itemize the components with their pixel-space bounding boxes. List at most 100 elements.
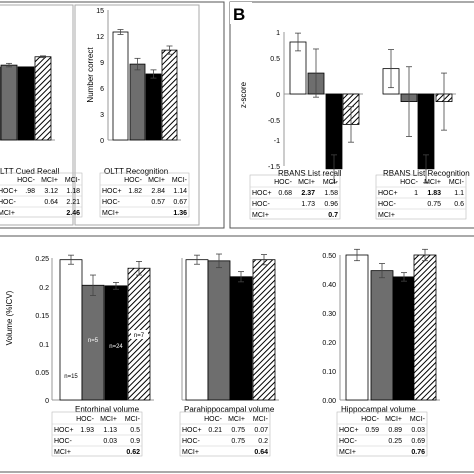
title-entorhinal-volume: Entorhinal volume bbox=[75, 405, 140, 414]
rbans_list_recognition-table-cell: HOC+ bbox=[378, 190, 398, 197]
parahippocampal_volume-table-cell: MCI+ bbox=[228, 416, 245, 423]
oltt_recognition-table-cell: 0.57 bbox=[151, 199, 165, 206]
oltt_recognition-tick-label: 3 bbox=[100, 112, 104, 119]
oltt_cued_recall-table-cell: 2.21 bbox=[66, 199, 80, 206]
entorhinal_volume-table-border bbox=[51, 411, 143, 457]
oltt_cued_recall-table-cell: MCI+ bbox=[41, 177, 58, 184]
oltt_cued_recall-table-cell: HOC- bbox=[0, 199, 17, 206]
parahippocampal_volume-table-border bbox=[179, 411, 271, 457]
parahippocampal_volume-bar-mciplus bbox=[229, 276, 253, 401]
rbans_list_recall-tick-label: 1 bbox=[276, 30, 280, 37]
entorhinal_volume-table-cell: 0.5 bbox=[130, 427, 140, 434]
hippocampal_volume-tick-label: 0.40 bbox=[322, 282, 336, 289]
oltt_cued_recall-table-cell: 3.12 bbox=[44, 188, 58, 195]
rbans_list_recognition-table-cell: 1 bbox=[414, 190, 418, 197]
entorhinal_volume-tick-label: 0.2 bbox=[39, 285, 49, 292]
ylabel-number-correct: Number correct bbox=[86, 47, 95, 103]
hippocampal_volume-bar-hocplus bbox=[345, 254, 369, 401]
rbans_list_recall-table-cell: HOC- bbox=[274, 179, 293, 186]
entorhinal_volume-table-cell: HOC+ bbox=[54, 427, 74, 434]
rbans_list_recall-table-cell: 0.68 bbox=[278, 190, 292, 197]
rbans_list_recognition-table-cell: 1.83 bbox=[427, 190, 441, 197]
entorhinal_volume-table-cell: 0.62 bbox=[126, 449, 140, 456]
oltt_recognition-tick-label: 12 bbox=[96, 34, 104, 41]
hippocampal_volume-table-cell: 0.59 bbox=[365, 427, 379, 434]
hippocampal_volume-table-cell: HOC- bbox=[339, 438, 358, 445]
panel-b-frame bbox=[229, 1, 474, 229]
oltt_recognition-table-cell: MCI+ bbox=[102, 210, 119, 217]
entorhinal_volume-tick-label: 0.15 bbox=[35, 313, 49, 320]
parahippocampal_volume-bar-mciminus bbox=[252, 259, 276, 401]
rbans_list_recall-tick-label: 0.5 bbox=[270, 56, 280, 63]
oltt_recognition-bar-hocminus bbox=[129, 63, 146, 141]
oltt_recognition-bar-mciplus bbox=[145, 73, 162, 141]
entorhinal_volume-bar-label: n=7 bbox=[134, 333, 145, 339]
parahippocampal_volume-table-cell: MCI- bbox=[253, 416, 269, 423]
rbans_list_recall-tick-label: -0.5 bbox=[268, 118, 280, 125]
oltt_cued_recall-table-border bbox=[0, 172, 83, 218]
entorhinal_volume-bar-label: n=5 bbox=[88, 338, 99, 344]
parahippocampal_volume-table-cell: HOC- bbox=[182, 438, 201, 445]
parahippocampal_volume-table-cell: HOC+ bbox=[182, 427, 202, 434]
oltt_recognition-table-cell: HOC- bbox=[102, 199, 121, 206]
oltt_cued_recall-table-cell: MCI+ bbox=[0, 210, 15, 217]
entorhinal_volume-bar-mciplus bbox=[104, 285, 128, 401]
rbans_list_recall-tick-label: -1 bbox=[274, 138, 280, 145]
parahippocampal_volume-table-cell: MCI+ bbox=[182, 449, 199, 456]
rbans_list_recall-table-cell: MCI+ bbox=[298, 179, 315, 186]
oltt_cued_recall-bar-mciminus bbox=[34, 56, 52, 141]
hippocampal_volume-table-cell: 0.03 bbox=[411, 427, 425, 434]
hippocampal_volume-bar-mciplus bbox=[392, 276, 416, 401]
entorhinal_volume-table-cell: 1.93 bbox=[80, 427, 94, 434]
oltt_recognition-bar-mciminus bbox=[161, 49, 178, 141]
panel-label-b: B bbox=[233, 5, 245, 24]
parahippocampal_volume-table-cell: 0.75 bbox=[231, 427, 245, 434]
oltt_cued_recall-table-cell: MCI- bbox=[65, 177, 81, 184]
title-oltt-cued-recall: LTT Cued Recall bbox=[0, 167, 60, 176]
panel-label-b-bg bbox=[230, 2, 252, 24]
oltt_recognition-table-cell: HOC- bbox=[124, 177, 143, 184]
oltt_recognition-table-cell: MCI+ bbox=[148, 177, 165, 184]
oltt_cued_recall-bar-hocminus bbox=[0, 64, 18, 141]
panel-c-frame bbox=[0, 235, 474, 473]
parahippocampal_volume-table-cell: 0.07 bbox=[254, 427, 268, 434]
hippocampal_volume-bar-mciminus bbox=[413, 254, 437, 401]
hippocampal_volume-tick-label: 0.00 bbox=[322, 398, 336, 405]
ylabel-volume-icv: Volume (%ICV) bbox=[5, 290, 14, 345]
rbans_list_recognition-table-border bbox=[375, 174, 467, 220]
parahippocampal_volume-table-cell: HOC- bbox=[204, 416, 223, 423]
oltt_recognition-tick-label: 9 bbox=[100, 60, 104, 67]
rbans_list_recognition-table-cell: 1.1 bbox=[454, 190, 464, 197]
entorhinal_volume-table-cell: MCI+ bbox=[100, 416, 117, 423]
hippocampal_volume-table-cell: HOC+ bbox=[339, 427, 359, 434]
entorhinal_volume-bar-label: n=15 bbox=[64, 374, 78, 380]
rbans_list_recall-table-cell: HOC- bbox=[252, 201, 271, 208]
rbans_list_recall-table-cell: 1.73 bbox=[301, 201, 315, 208]
rbans_list_recognition-table-cell: 0.75 bbox=[427, 201, 441, 208]
parahippocampal_volume-table-cell: 0.64 bbox=[254, 449, 268, 456]
entorhinal_volume-bar-label-bg bbox=[131, 330, 148, 339]
rbans_list_recall-table-cell: 0.96 bbox=[324, 201, 338, 208]
oltt_recognition-table-cell: 1.82 bbox=[128, 188, 142, 195]
hippocampal_volume-tick-label: 0.50 bbox=[322, 253, 336, 260]
oltt_recognition-tick-label: 0 bbox=[100, 138, 104, 145]
parahippocampal_volume-table-cell: 0.75 bbox=[231, 438, 245, 445]
hippocampal_volume-table-cell: 0.69 bbox=[411, 438, 425, 445]
entorhinal_volume-table-cell: 0.03 bbox=[103, 438, 117, 445]
rbans_list_recall-table-cell: 2.37 bbox=[301, 190, 315, 197]
rbans_list_recall-tick-label: -1.5 bbox=[268, 164, 280, 171]
entorhinal_volume-tick-label: 0.05 bbox=[35, 370, 49, 377]
rbans_list_recall-table-cell: 1.58 bbox=[324, 190, 338, 197]
oltt_cued_recall-table-cell: HOC- bbox=[17, 177, 36, 184]
hippocampal_volume-table-cell: 0.89 bbox=[388, 427, 402, 434]
parahippocampal_volume-table-cell: 0.2 bbox=[258, 438, 268, 445]
hippocampal_volume-table-cell: HOC- bbox=[361, 416, 380, 423]
hippocampal_volume-tick-label: 0.30 bbox=[322, 311, 336, 318]
entorhinal_volume-table-cell: 1.13 bbox=[103, 427, 117, 434]
ylabel-z-score: z-score bbox=[239, 81, 248, 108]
rbans_list_recall-table-cell: HOC+ bbox=[252, 190, 272, 197]
rbans_list_recognition-table-cell: HOC- bbox=[400, 179, 419, 186]
parahippocampal_volume-table-cell: 0.21 bbox=[208, 427, 222, 434]
oltt_cued_recall-table-cell: .98 bbox=[25, 188, 35, 195]
